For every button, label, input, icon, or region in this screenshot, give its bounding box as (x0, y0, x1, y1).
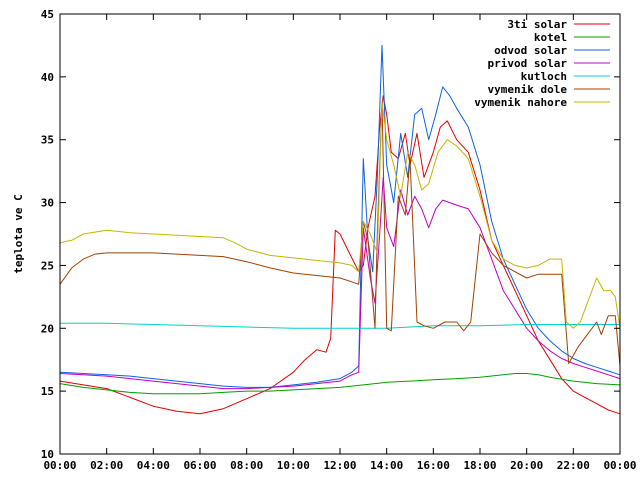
series-line-1 (59, 373, 621, 395)
y-axis: 10 15 20 25 30 35 40 45 (41, 8, 620, 461)
x-tick-label: 20:00 (510, 459, 543, 472)
plot-lines (59, 44, 621, 415)
y-tick-label: 40 (41, 71, 54, 84)
series-line-6 (59, 101, 621, 329)
x-tick-label: 00:00 (603, 459, 636, 472)
y-axis-label: teplota ve C (12, 194, 25, 273)
x-tick-label: 00:00 (43, 459, 76, 472)
legend-label: privod solar (488, 57, 568, 70)
x-tick-label: 02:00 (90, 459, 123, 472)
x-tick-label: 12:00 (323, 459, 356, 472)
legend-label: kutloch (521, 70, 567, 83)
series-line-2 (59, 44, 621, 388)
legend-label: kotel (534, 31, 567, 44)
series-line-4 (60, 322, 620, 329)
legend-label: 3ti solar (507, 18, 567, 31)
legend-label: odvod solar (494, 44, 567, 57)
series-line-0 (59, 95, 621, 415)
y-tick-label: 25 (41, 259, 54, 272)
y-tick-label: 20 (41, 322, 54, 335)
x-axis: 00:00 02:00 04:00 06:00 08:00 10:00 12:00 14:00… (43, 14, 637, 472)
x-tick-label: 06:00 (183, 459, 216, 472)
y-tick-label: 15 (41, 385, 54, 398)
x-tick-label: 04:00 (137, 459, 170, 472)
y-tick-label: 10 (41, 448, 54, 461)
y-tick-label: 45 (41, 8, 54, 21)
legend-label: vymenik nahore (474, 96, 567, 109)
series-line-3 (59, 176, 621, 390)
series-line-5 (59, 101, 621, 367)
x-tick-label: 16:00 (417, 459, 450, 472)
legend-label: vymenik dole (488, 83, 568, 96)
x-tick-label: 14:00 (370, 459, 403, 472)
x-tick-label: 18:00 (463, 459, 496, 472)
x-tick-label: 10:00 (277, 459, 310, 472)
y-tick-label: 30 (41, 197, 54, 210)
y-tick-label: 35 (41, 134, 54, 147)
x-tick-label: 08:00 (230, 459, 263, 472)
x-tick-label: 22:00 (557, 459, 590, 472)
